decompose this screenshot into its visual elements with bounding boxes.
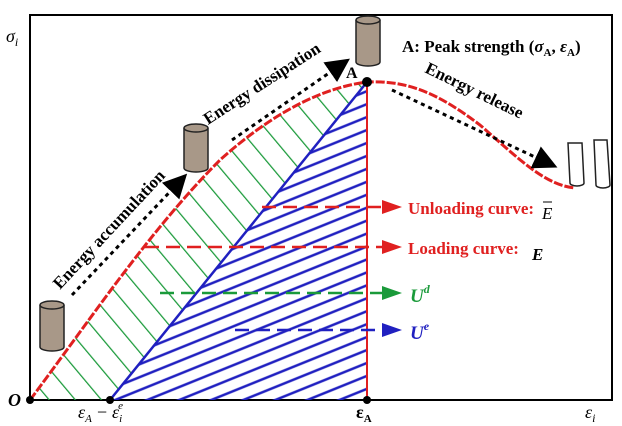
subscript: A — [544, 47, 552, 59]
superscript: e — [118, 400, 123, 412]
peak-caption: A: Peak strength (σA, εA) — [402, 37, 581, 59]
origin-point — [26, 396, 34, 404]
y-axis-label: σi — [6, 26, 18, 49]
arrow — [382, 286, 402, 300]
peak-strain-point — [363, 396, 371, 404]
strain-difference-label: εA−εie — [78, 400, 123, 425]
dissipated-label: Ud — [410, 282, 431, 307]
stage-arrow — [392, 90, 552, 165]
subscript: i — [119, 413, 122, 425]
subscript: i — [592, 411, 595, 425]
unloading-label: Unloading curve: — [408, 199, 534, 218]
x-axis-label: εi — [585, 402, 595, 425]
peak-strain-label: εA — [356, 402, 372, 425]
caption-text: ) — [575, 37, 581, 56]
superscript: e — [424, 319, 430, 333]
diagram: σi εi O εA−εie εA A A: Peak strength (σA… — [0, 0, 622, 426]
arrow — [382, 240, 402, 254]
superscript: d — [424, 282, 431, 296]
loading-label: Loading curve: — [408, 239, 519, 258]
subscript: A — [84, 413, 92, 425]
loading-symbol: E — [531, 245, 543, 264]
subscript: A — [567, 47, 575, 59]
arrow — [382, 200, 402, 214]
peak-label: A — [346, 65, 358, 82]
origin-label: O — [8, 390, 21, 410]
symbol: ε — [560, 37, 567, 56]
caption-text: A: Peak strength ( — [402, 37, 535, 56]
subscript: A — [364, 413, 372, 425]
unloading-symbol: E — [541, 204, 553, 223]
arrow — [382, 323, 402, 337]
minus: − — [96, 402, 108, 422]
peak-point — [362, 77, 372, 87]
elastic-label: Ue — [410, 319, 430, 344]
caption-text: , — [552, 37, 561, 56]
subscript: i — [15, 35, 18, 49]
